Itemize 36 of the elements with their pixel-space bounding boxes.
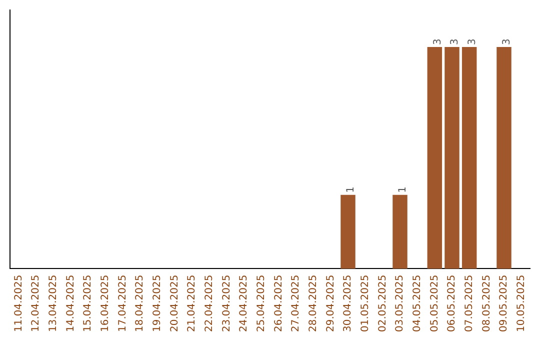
x-tick-label: 18.04.2025 [134,274,146,332]
x-tick-label: 06.05.2025 [446,274,458,332]
data-label: 1 [346,186,357,193]
data-label: 3 [502,38,513,45]
x-tick-label: 24.04.2025 [238,274,250,332]
x-tick-label: 10.05.2025 [516,274,527,332]
x-tick-label: 30.04.2025 [342,274,354,332]
x-tick-label: 01.05.2025 [360,274,371,332]
x-tick-label: 28.04.2025 [308,274,319,332]
data-label: 3 [432,38,444,45]
x-tick-label: 27.04.2025 [290,274,302,332]
x-tick-label: 20.04.2025 [169,274,180,332]
x-tick-label: 25.04.2025 [256,274,267,332]
x-tick-label: 21.04.2025 [186,274,198,332]
x-tick-label: 02.05.2025 [377,274,388,332]
x-tick-label: 11.04.2025 [13,274,24,332]
x-tick-label: 04.05.2025 [412,274,423,332]
x-tick-label: 07.05.2025 [464,274,475,332]
x-tick-label: 03.05.2025 [394,274,406,332]
x-tick-label: 23.04.2025 [221,274,232,332]
x-tick-label: 13.04.2025 [48,274,59,332]
data-label: 3 [466,38,478,45]
x-tick-label: 09.05.2025 [498,274,510,332]
data-label: 3 [450,38,461,45]
x-tick-label: 12.04.2025 [30,274,42,332]
x-tick-label: 17.04.2025 [117,274,128,332]
x-tick-label: 19.04.2025 [152,274,163,332]
x-tick-label: 22.04.2025 [204,274,215,332]
x-tick-label: 26.04.2025 [273,274,284,332]
x-tick-label: 16.04.2025 [100,274,111,332]
x-tick-label: 08.05.2025 [481,274,492,332]
data-label: 1 [398,186,409,193]
x-tick-label: 14.04.2025 [65,274,76,332]
x-tick-label: 05.05.2025 [429,274,440,332]
x-tick-label: 29.04.2025 [325,274,336,332]
x-tick-label: 15.04.2025 [82,274,94,332]
